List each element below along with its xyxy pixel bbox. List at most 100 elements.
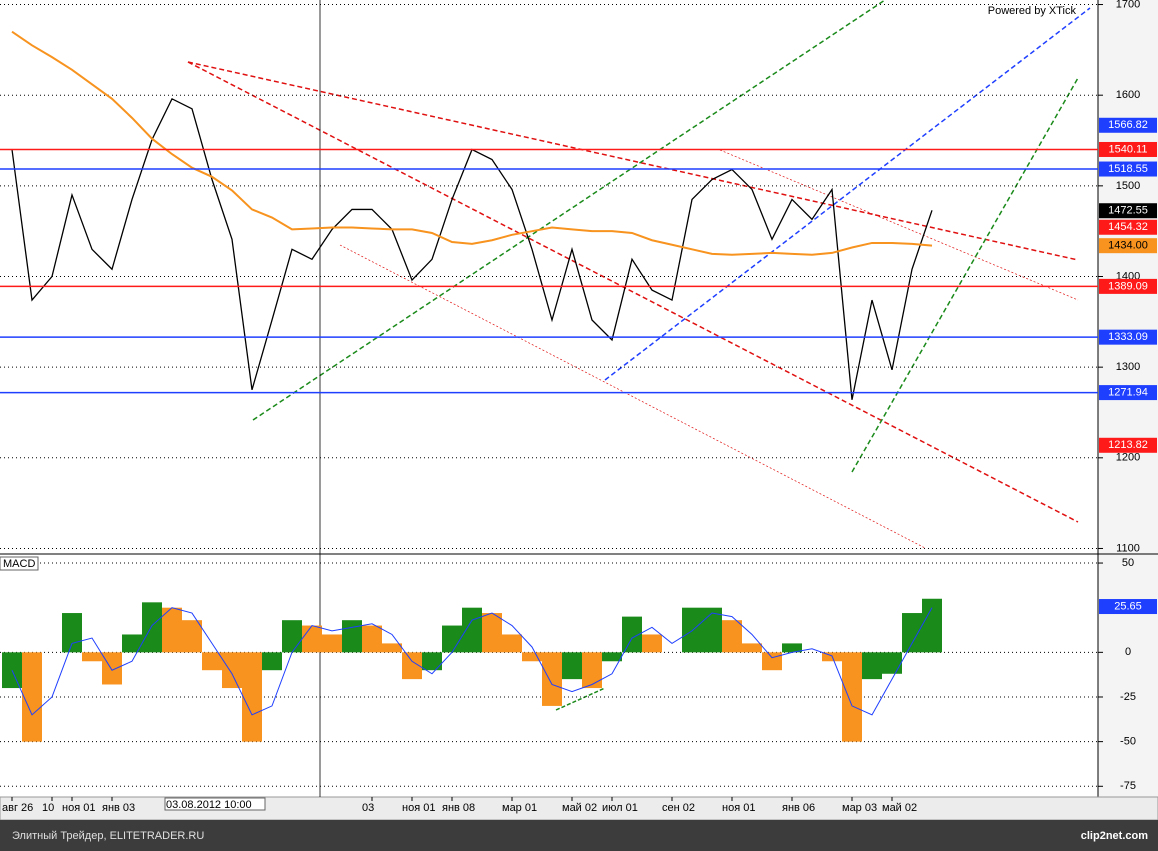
level-tag: [1099, 219, 1157, 235]
histogram-bar: [702, 607, 722, 653]
histogram-bar: [262, 652, 282, 671]
histogram-bar: [642, 634, 662, 653]
x-tick-label: май 02: [562, 802, 597, 814]
level-tag: [1099, 385, 1157, 401]
histogram-bar: [102, 652, 122, 685]
trend-line: [187, 61, 1079, 523]
level-tag: [1099, 141, 1157, 157]
histogram-bar: [742, 643, 762, 653]
footer: [0, 820, 1158, 851]
panel-title-box: [0, 556, 39, 571]
trend-lines: [187, 0, 1091, 711]
crosshair-box: [164, 797, 266, 811]
footer-left: Элитный Трейдер, ELITETRADER.RU: [12, 830, 204, 842]
level-tag: [1099, 161, 1157, 177]
histogram-bar: [442, 625, 462, 653]
histogram-bar: [242, 652, 262, 742]
level-tag: [1099, 329, 1157, 345]
trend-line: [252, 0, 886, 421]
level-label: 1472.55: [1108, 205, 1148, 217]
histogram-bar: [602, 652, 622, 662]
level-tag: [1099, 117, 1157, 133]
histogram-bar: [882, 652, 902, 674]
histogram-bar: [722, 620, 742, 653]
histogram-bar: [682, 607, 702, 653]
histogram-bar: [622, 616, 642, 653]
x-tick-label: ноя 01: [402, 802, 435, 814]
level-label: 1540.11: [1109, 143, 1148, 155]
histogram-bar: [502, 634, 522, 653]
histogram-bar: [542, 652, 562, 706]
trend-line: [604, 7, 1091, 381]
panel-title: MACD: [3, 558, 35, 570]
histogram-bar: [522, 652, 542, 662]
x-tick-label: май 02: [882, 802, 917, 814]
x-tick-label: 03: [362, 802, 374, 814]
y-tick-label: 1200: [1116, 452, 1140, 464]
histogram-bar: [422, 652, 442, 671]
histogram-bar: [762, 652, 782, 671]
level-tag: [1099, 599, 1157, 615]
histogram-bar: [82, 652, 102, 662]
x-tick-label: ноя 01: [722, 802, 755, 814]
histogram-bar: [362, 625, 382, 653]
x-tick-label: янв 06: [782, 802, 815, 814]
x-tick-label: мар 01: [502, 802, 537, 814]
level-tag: [1099, 437, 1157, 453]
histogram-bar: [62, 613, 82, 653]
histogram-bar: [462, 607, 482, 653]
histogram-bar: [122, 634, 142, 653]
histogram-bar: [562, 652, 582, 680]
x-tick-label: июл 01: [602, 802, 638, 814]
y-tick-label: -50: [1120, 736, 1136, 748]
trend-line: [719, 149, 1079, 301]
watermark: Powered by XTick: [988, 5, 1077, 17]
x-tick-label: авг 26: [2, 802, 33, 814]
y-tick-label: 1300: [1116, 361, 1140, 373]
histogram-bar: [402, 652, 422, 680]
histogram-bar: [22, 652, 42, 742]
histogram-bar: [782, 643, 802, 653]
signal-line: [11, 607, 933, 716]
trend-line: [555, 687, 606, 711]
trend-line: [851, 77, 1079, 473]
y-tick-label: -25: [1120, 691, 1136, 703]
histogram-bar: [282, 620, 302, 653]
x-tick-label: янв 03: [102, 802, 135, 814]
y-tick-label: 1100: [1116, 542, 1140, 554]
histogram-bar: [922, 598, 942, 653]
y-tick-label: 1600: [1116, 89, 1140, 101]
level-label: 1454.32: [1108, 221, 1148, 233]
x-tick-label: ноя 01: [62, 802, 95, 814]
histogram-bar: [482, 613, 502, 653]
histogram-bar: [162, 607, 182, 653]
level-label: 1333.09: [1108, 331, 1148, 343]
histogram-bar: [842, 652, 862, 742]
histogram-bar: [182, 620, 202, 653]
histogram-bar: [902, 613, 922, 653]
level-tag: [1099, 203, 1157, 219]
footer-right: clip2net.com: [1081, 830, 1148, 842]
histogram-bar: [382, 643, 402, 653]
trend-line: [339, 244, 926, 549]
x-tick-label: 10: [42, 802, 54, 814]
histogram-bar: [302, 625, 322, 653]
level-label: 25.65: [1114, 600, 1142, 612]
y-tick-label: 1700: [1116, 0, 1140, 10]
y-tick-label: 50: [1122, 557, 1134, 569]
level-label: 1566.82: [1108, 119, 1148, 131]
level-label: 1518.55: [1108, 163, 1148, 175]
x-tick-label: мар 03: [842, 802, 877, 814]
y-tick-label: 1500: [1116, 180, 1140, 192]
histogram-bar: [142, 602, 162, 653]
level-tag: [1099, 238, 1157, 254]
x-tick-label: сен 02: [662, 802, 695, 814]
level-label: 1271.94: [1108, 387, 1148, 399]
level-tag: [1099, 278, 1157, 294]
histogram-bar: [202, 652, 222, 671]
histogram-bar: [222, 652, 242, 689]
y-tick-label: -75: [1120, 780, 1136, 792]
